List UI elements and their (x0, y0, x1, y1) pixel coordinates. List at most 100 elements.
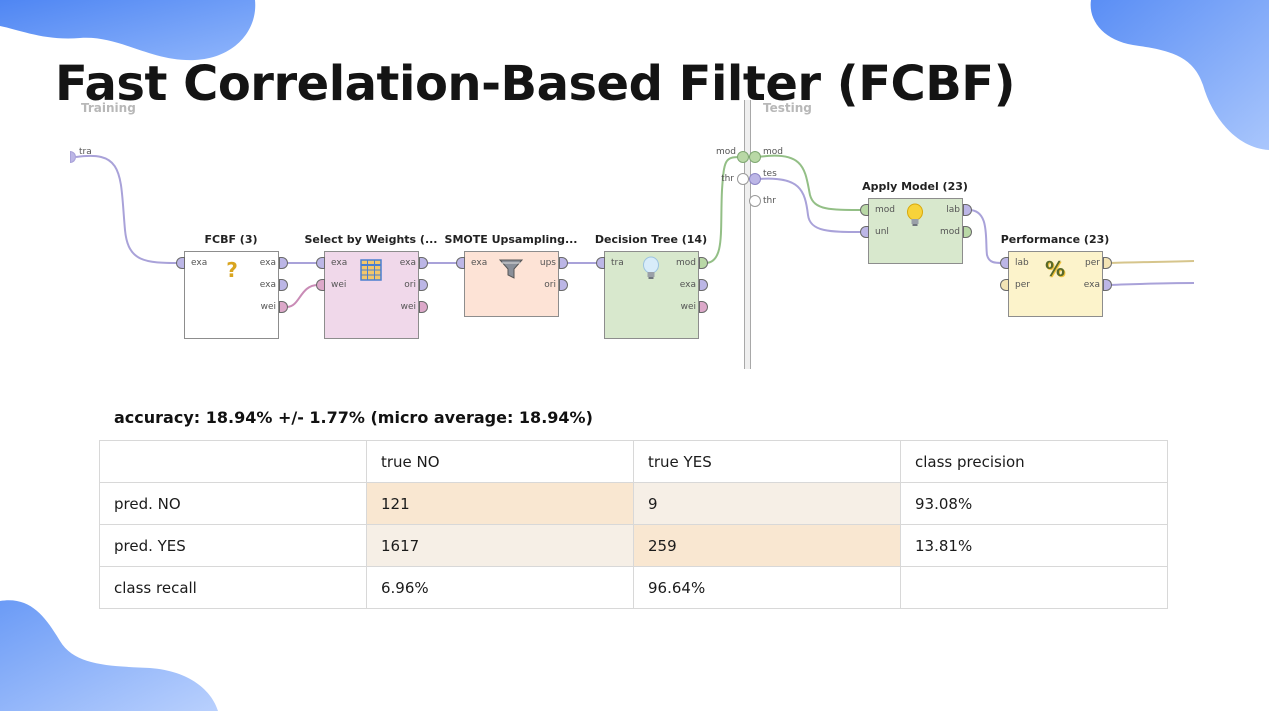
smote-input-exa-label: exa (471, 258, 488, 268)
smote-output-ups-label: ups (539, 258, 556, 268)
performance-input-per-port[interactable] (1000, 279, 1009, 291)
tree-output-mod-label: mod (676, 258, 696, 268)
testing-input-tes-label: tes (763, 169, 777, 179)
tree-input-tra-label: tra (611, 258, 624, 268)
select-output-exa-label: exa (399, 258, 416, 268)
select-output-ori-port[interactable] (419, 279, 428, 291)
operator-decision-tree-name: Decision Tree (14) (594, 233, 708, 246)
tree-input-tra-port[interactable] (596, 257, 605, 269)
fcbf-output-exa-port[interactable] (279, 257, 288, 269)
decorative-blob-bottom-left (0, 600, 218, 711)
percent-icon: % (1044, 257, 1066, 281)
table-row: pred. YES 1617 259 13.81% (99, 524, 1168, 567)
apply-output-mod-port[interactable] (963, 226, 972, 238)
training-output-thr-port[interactable] (737, 173, 749, 185)
tree-output-mod-port[interactable] (699, 257, 708, 269)
performance-input-lab-port[interactable] (1000, 257, 1009, 269)
connection-tes-to-apply (757, 177, 863, 233)
smote-output-ori-port[interactable] (559, 279, 568, 291)
fcbf-output-wei-label: wei (260, 302, 276, 312)
table-cell (900, 566, 1168, 609)
table-icon (360, 259, 382, 281)
row-label: class recall (99, 566, 367, 609)
connection-apply-to-performance (968, 209, 1004, 264)
apply-output-lab-label: lab (946, 205, 960, 215)
tree-output-exa-port[interactable] (699, 279, 708, 291)
confusion-matrix: true NO true YES class precision pred. N… (99, 440, 1168, 609)
question-icon: ? (226, 258, 238, 282)
slide-title: Fast Correlation-Based Filter (FCBF) (55, 56, 1016, 112)
performance-input-lab-label: lab (1015, 258, 1029, 268)
operator-apply-model-name: Apply Model (23) (862, 180, 968, 193)
apply-input-mod-port[interactable] (860, 204, 869, 216)
decorative-blob-top-right (1090, 0, 1269, 150)
table-header-row: true NO true YES class precision (99, 440, 1168, 483)
accuracy-summary: accuracy: 18.94% +/- 1.77% (micro averag… (114, 408, 593, 427)
select-input-exa-label: exa (331, 258, 348, 268)
operator-smote-name: SMOTE Upsampling... (444, 233, 578, 246)
process-input-port-label: tra (79, 147, 92, 157)
filter-funnel-icon (499, 259, 523, 279)
fcbf-input-exa-label: exa (191, 258, 208, 268)
connection-input-to-fcbf (75, 154, 181, 264)
testing-input-thr-label: thr (763, 196, 776, 206)
training-output-mod-port[interactable] (737, 151, 749, 163)
performance-input-per-label: per (1015, 280, 1030, 290)
select-input-exa-port[interactable] (316, 257, 325, 269)
testing-input-thr-port[interactable] (749, 195, 761, 207)
table-row: pred. NO 121 9 93.08% (99, 482, 1168, 525)
training-testing-separator (744, 100, 751, 369)
training-output-mod-label: mod (716, 147, 736, 157)
operator-select-weights-name: Select by Weights (... (304, 233, 438, 246)
select-output-wei-port[interactable] (419, 301, 428, 313)
operator-decision-tree[interactable] (604, 251, 699, 339)
table-cell: 6.96% (366, 566, 634, 609)
performance-output-per-port[interactable] (1103, 257, 1112, 269)
header-cell-corner (99, 440, 367, 483)
tree-output-exa-label: exa (679, 280, 696, 290)
select-input-wei-port[interactable] (316, 279, 325, 291)
connection-performance-exa-out (1109, 282, 1195, 286)
fcbf-output-exa2-label: exa (259, 280, 276, 290)
operator-fcbf[interactable] (184, 251, 279, 339)
select-output-wei-label: wei (400, 302, 416, 312)
table-cell: 1617 (366, 524, 634, 567)
row-label: pred. NO (99, 482, 367, 525)
performance-output-exa-label: exa (1083, 280, 1100, 290)
header-cell-true-no: true NO (366, 440, 634, 483)
header-cell-true-yes: true YES (633, 440, 901, 483)
testing-input-tes-port[interactable] (749, 173, 761, 185)
lightbulb-icon (643, 256, 659, 279)
connection-fcbf-wei-to-select (286, 284, 319, 308)
apply-input-unl-label: unl (875, 227, 889, 237)
operator-performance[interactable] (1008, 251, 1103, 317)
training-section-label: Training (81, 101, 136, 115)
fcbf-output-exa2-port[interactable] (279, 279, 288, 291)
table-cell: 13.81% (900, 524, 1168, 567)
fcbf-input-exa-port[interactable] (176, 257, 185, 269)
connection-tree-mod-to-output (705, 156, 741, 264)
operator-fcbf-name: FCBF (3) (204, 233, 258, 246)
table-cell: 9 (633, 482, 901, 525)
performance-output-per-label: per (1085, 258, 1100, 268)
smote-output-ups-port[interactable] (559, 257, 568, 269)
smote-output-ori-label: ori (544, 280, 556, 290)
tree-output-wei-label: wei (680, 302, 696, 312)
apply-input-unl-port[interactable] (860, 226, 869, 238)
fcbf-output-exa-label: exa (259, 258, 276, 268)
select-input-wei-label: wei (331, 280, 347, 290)
testing-input-mod-port[interactable] (749, 151, 761, 163)
apply-input-mod-label: mod (875, 205, 895, 215)
operator-performance-name: Performance (23) (1000, 233, 1110, 246)
tree-output-wei-port[interactable] (699, 301, 708, 313)
performance-output-exa-port[interactable] (1103, 279, 1112, 291)
table-cell: 93.08% (900, 482, 1168, 525)
select-output-exa-port[interactable] (419, 257, 428, 269)
fcbf-output-wei-port[interactable] (279, 301, 288, 313)
apply-output-lab-port[interactable] (963, 204, 972, 216)
testing-section-label: Testing (763, 101, 812, 115)
table-cell: 96.64% (633, 566, 901, 609)
smote-input-exa-port[interactable] (456, 257, 465, 269)
connection-performance-per-out (1109, 260, 1195, 264)
